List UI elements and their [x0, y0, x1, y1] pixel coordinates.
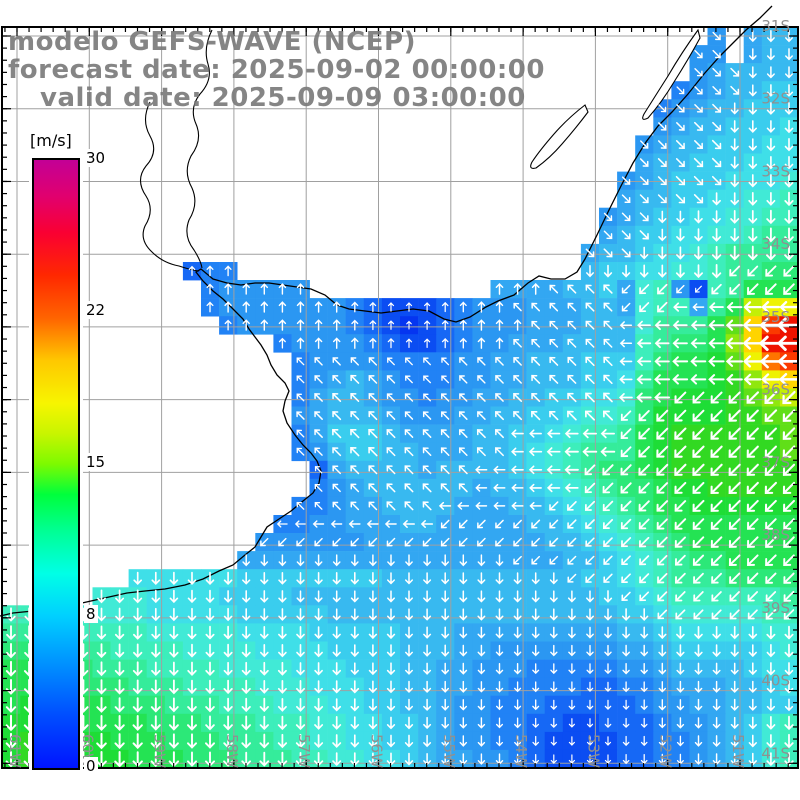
lat-label: 40S [761, 672, 790, 690]
lon-label: 59W [151, 734, 169, 768]
lon-label: 58W [223, 734, 241, 768]
lon-label: 53W [584, 734, 602, 768]
lon-label: 55W [440, 734, 458, 768]
lat-label: 38S [761, 526, 790, 544]
lat-label: 36S [761, 381, 790, 399]
coastline-and-rivers [0, 5, 773, 617]
lagoon-outline [530, 104, 589, 169]
lat-label: 37S [761, 453, 790, 471]
model-title: modelo GEFS-WAVE (NCEP) [8, 27, 416, 57]
lat-label: 34S [761, 235, 790, 253]
colorbar-gradient [34, 160, 78, 768]
lat-label: 31S [761, 17, 790, 35]
axis-labels: 61W 60W 59W 58W 57W 56W 55W 54W 53W 52W 51W31S32S3… [6, 17, 790, 768]
colorbar-tick-label: 15 [84, 453, 108, 471]
forecast-date: forecast date: 2025-09-02 00:00:00 [8, 55, 545, 85]
river-line [186, 29, 213, 269]
coastline [0, 5, 773, 617]
river-line [139, 101, 200, 272]
plot-frame [1, 26, 799, 769]
colorbar-tick-label: 22 [84, 301, 108, 319]
colorbar-tick-label: 30 [84, 149, 108, 167]
lon-label: 57W [295, 734, 313, 768]
lat-label: 32S [761, 90, 790, 108]
lat-label: 41S [761, 744, 790, 762]
colorbar-tick-label: 0 [84, 757, 98, 775]
axes-frame-and-ticks [1, 26, 799, 769]
lat-label: 39S [761, 599, 790, 617]
lon-label: 56W [368, 734, 386, 768]
lon-label: 54W [512, 734, 530, 768]
valid-date: valid date: 2025-09-09 03:00:00 [40, 83, 526, 113]
lat-label: 33S [761, 162, 790, 180]
lat-label: 35S [761, 308, 790, 326]
title-block: modelo GEFS-WAVE (NCEP) forecast date: 2… [8, 28, 545, 112]
lon-label: 61W [6, 734, 24, 768]
colorbar-unit-label: [m/s] [30, 131, 72, 150]
colorbar [29, 155, 83, 773]
lon-label: 52W [657, 734, 675, 768]
colorbar-tick-label: 8 [84, 605, 98, 623]
lon-label: 51W [729, 734, 747, 768]
lagoon-outline [642, 28, 701, 120]
